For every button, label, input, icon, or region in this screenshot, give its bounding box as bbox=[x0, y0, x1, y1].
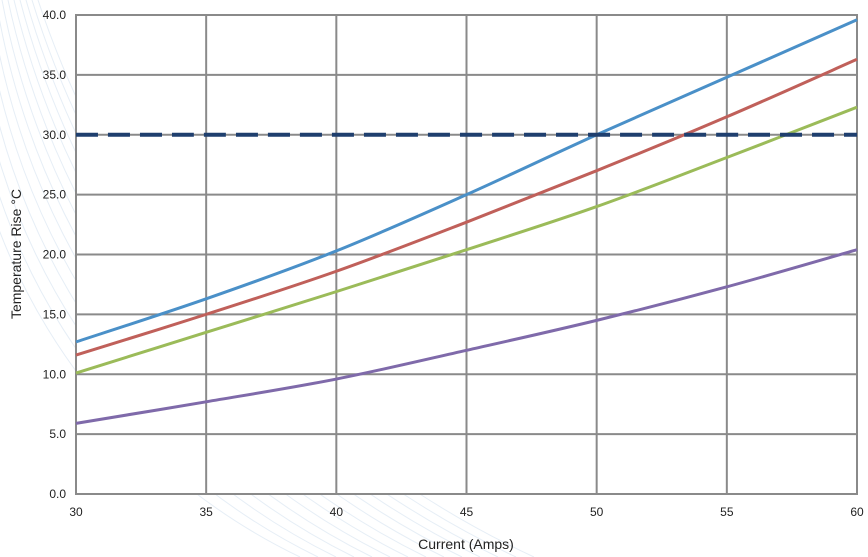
y-tick-label: 15.0 bbox=[43, 307, 67, 321]
background-arc bbox=[0, 230, 301, 557]
series-lines bbox=[75, 18, 858, 425]
y-tick-labels: 0.0 5.0 10.0 15.0 20.0 25.0 30.0 35.0 40.0 bbox=[43, 8, 67, 501]
y-tick-label: 5.0 bbox=[49, 427, 66, 441]
series-line-3 bbox=[75, 105, 858, 375]
x-tick-label: 40 bbox=[330, 505, 344, 519]
y-tick-label: 30.0 bbox=[43, 128, 67, 142]
y-axis-title: Temperature Rise °C bbox=[8, 189, 24, 319]
background-arc bbox=[0, 196, 319, 557]
series-line-2 bbox=[75, 57, 858, 357]
x-tick-label: 45 bbox=[460, 505, 474, 519]
y-tick-label: 35.0 bbox=[43, 68, 67, 82]
y-tick-label: 20.0 bbox=[43, 248, 67, 262]
series-line-4 bbox=[75, 248, 858, 425]
x-tick-label: 50 bbox=[590, 505, 604, 519]
x-tick-labels: 30 35 40 45 50 55 60 bbox=[69, 505, 864, 519]
y-tick-label: 0.0 bbox=[49, 487, 66, 501]
x-tick-label: 55 bbox=[720, 505, 734, 519]
y-tick-label: 25.0 bbox=[43, 188, 67, 202]
x-tick-label: 30 bbox=[69, 505, 83, 519]
x-tick-label: 35 bbox=[199, 505, 213, 519]
series-line-1 bbox=[75, 18, 858, 344]
x-axis-title: Current (Amps) bbox=[418, 536, 514, 552]
y-tick-label: 10.0 bbox=[43, 367, 67, 381]
y-tick-label: 40.0 bbox=[43, 8, 67, 22]
x-tick-label: 60 bbox=[850, 505, 864, 519]
